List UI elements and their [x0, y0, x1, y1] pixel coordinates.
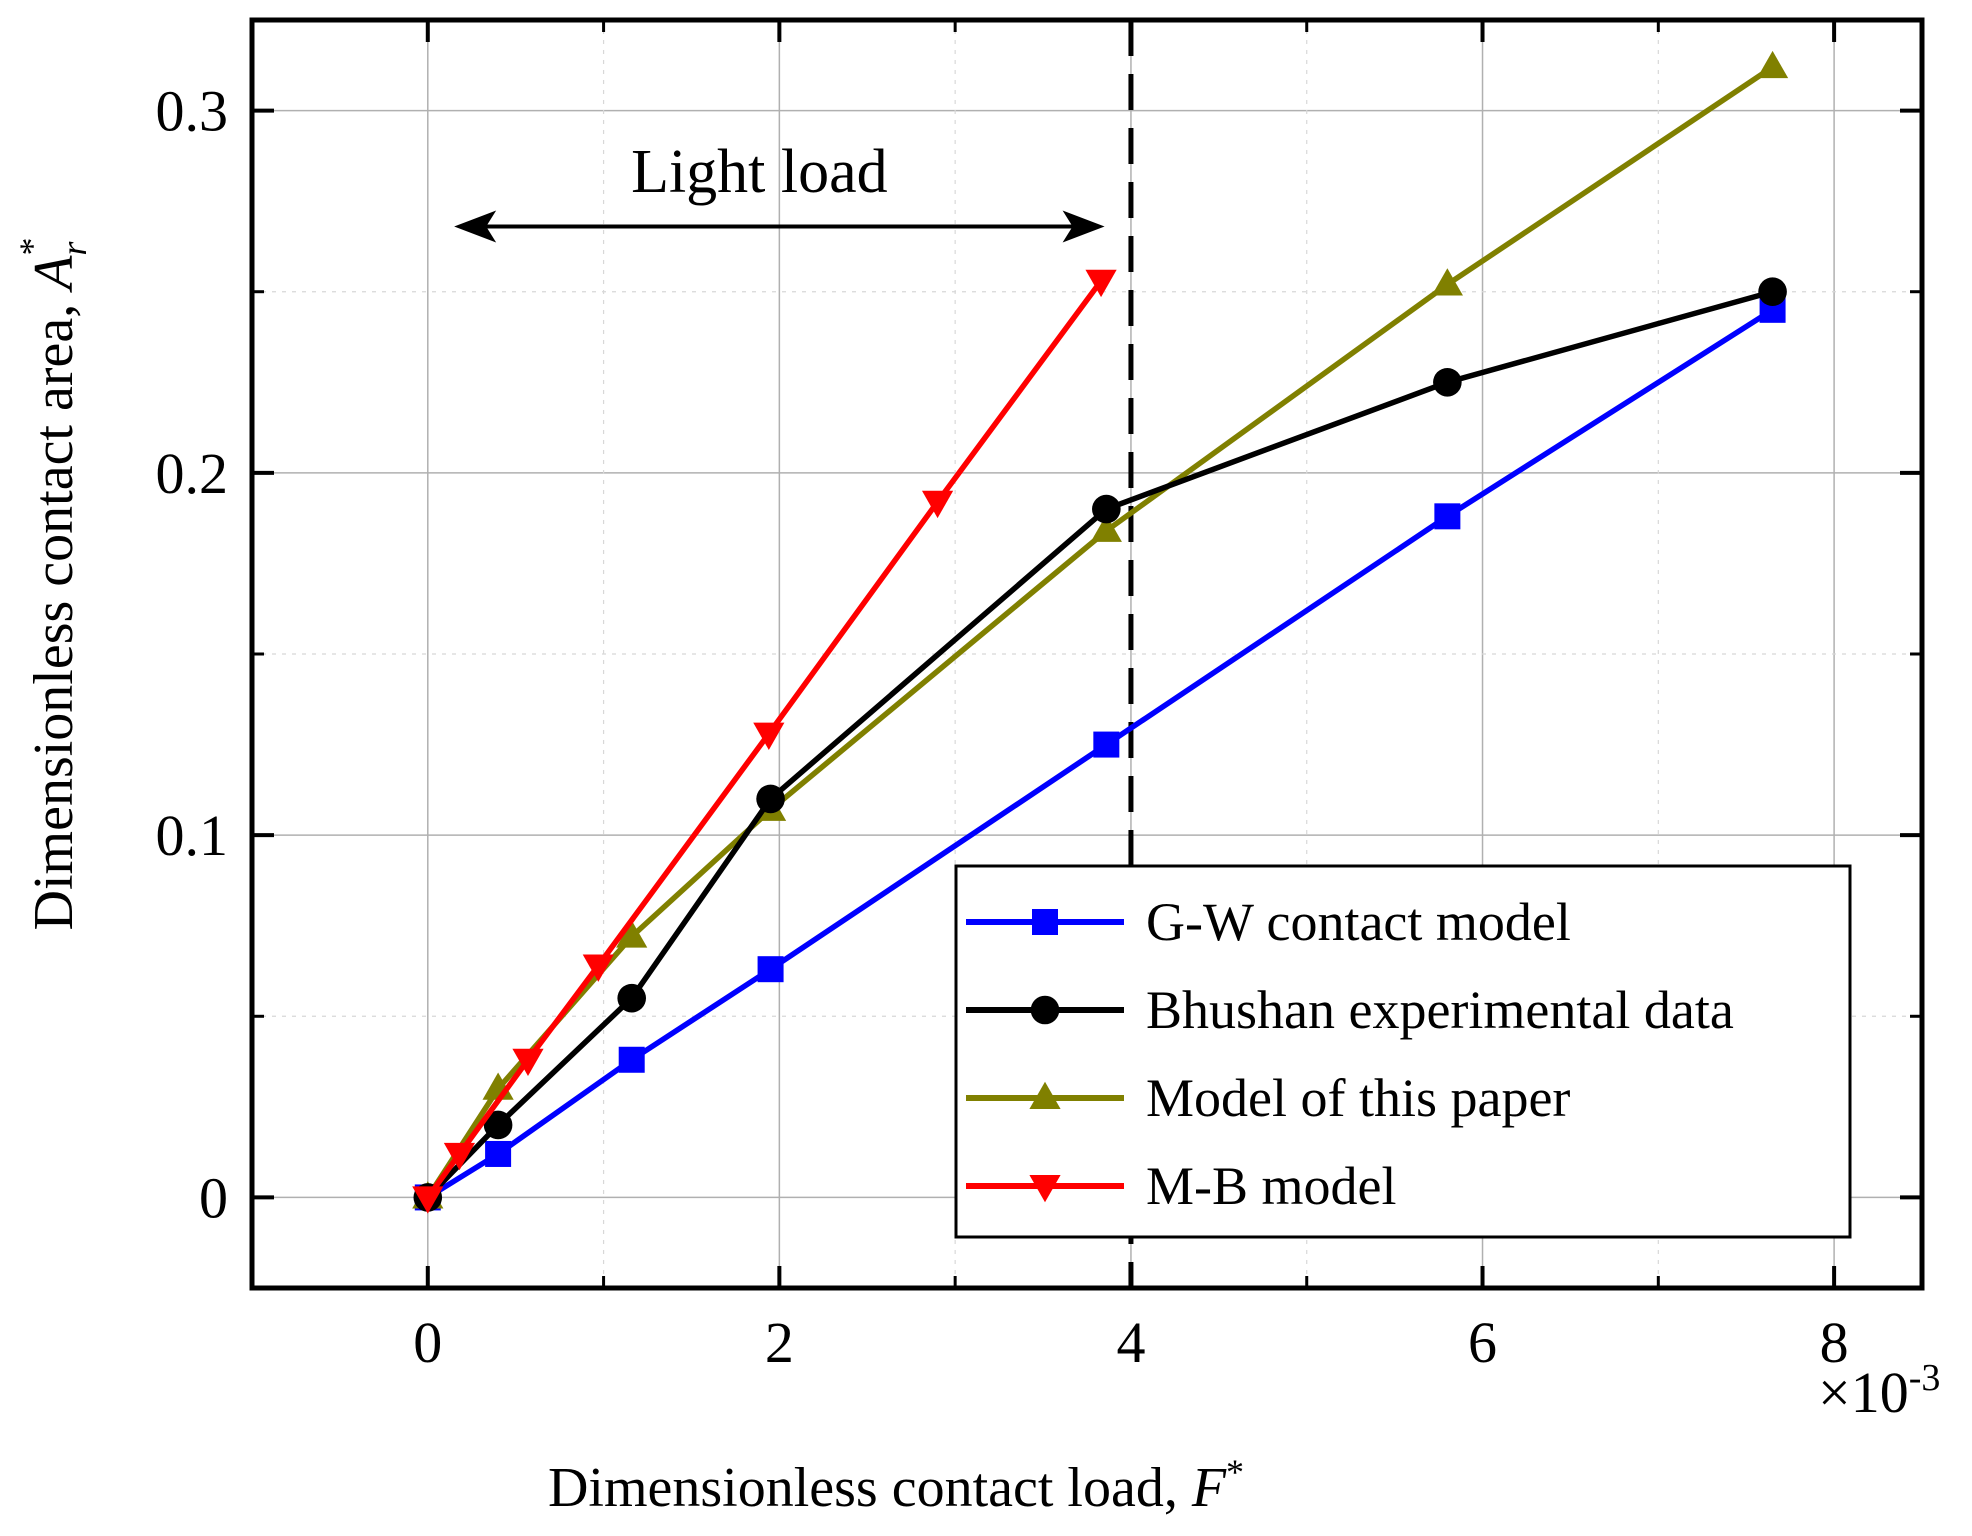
x-tick-label: 8	[1820, 1310, 1849, 1375]
data-point-model-of-this-paper	[1431, 268, 1463, 296]
arrow-head-right	[1062, 210, 1105, 243]
data-point-m-b-model	[412, 1186, 444, 1214]
data-point-model-of-this-paper	[1756, 50, 1789, 79]
data-point-bhushan-experimental-data	[1433, 367, 1462, 397]
series-lines	[412, 50, 1789, 1214]
legend-item-model-of-this-paper: Model of this paper	[966, 1068, 1570, 1128]
data-point-model-of-this-paper	[1090, 514, 1122, 542]
legend-box	[954, 864, 1852, 1239]
legend-item-m-b-model: M-B model	[966, 1156, 1397, 1216]
series-m-b-model	[412, 269, 1117, 1214]
legend-swatch-marker	[1029, 1174, 1061, 1203]
x-axis-title: Dimensionless contact load, F*	[548, 1452, 1244, 1519]
arrow-head-left	[454, 210, 497, 243]
legend-swatch-marker	[1032, 909, 1058, 935]
tick-labels: 0 2 4 6 8 0 0.1 0.2 0.3	[156, 79, 1849, 1375]
light-load-label: Light load	[631, 138, 888, 206]
y-tick-label: 0	[199, 1165, 228, 1230]
light-load-annotation: Light load	[454, 138, 1105, 243]
data-point-m-b-model	[443, 1142, 476, 1171]
data-point-m-b-model	[753, 722, 785, 750]
data-point-bhushan-experimental-data	[1092, 494, 1121, 524]
data-point-m-b-model	[921, 490, 954, 519]
legend-swatch-marker	[1030, 995, 1060, 1025]
x-tick-label: 2	[765, 1310, 794, 1375]
plot-frame	[249, 17, 1925, 1291]
data-point-m-b-model	[582, 954, 614, 982]
data-point-g-w-contact-model	[1093, 731, 1120, 758]
data-point-bhushan-experimental-data	[483, 1110, 513, 1140]
data-point-m-b-model	[512, 1048, 544, 1077]
y-tick-label: 0.3	[156, 79, 229, 144]
data-point-m-b-model	[1085, 269, 1117, 298]
legend-swatch-marker	[1029, 1081, 1061, 1110]
legend-label: G-W contact model	[1146, 892, 1571, 952]
legend-item-bhushan-experimental-data: Bhushan experimental data	[966, 980, 1734, 1040]
data-point-model-of-this-paper	[616, 920, 648, 948]
data-point-g-w-contact-model	[757, 956, 784, 983]
legend: G-W contact model Bhushan experimental da…	[954, 864, 1852, 1239]
y-tick-label: 0.1	[156, 803, 229, 868]
legend-label: Model of this paper	[1146, 1068, 1570, 1128]
data-point-g-w-contact-model	[485, 1140, 512, 1167]
data-point-g-w-contact-model	[1434, 503, 1461, 530]
y-tick-label: 0.2	[156, 441, 229, 506]
x-tick-label: 0	[413, 1310, 442, 1375]
data-point-bhushan-experimental-data	[1758, 277, 1787, 307]
legend-label: Bhushan experimental data	[1146, 980, 1734, 1040]
x-axis-scale-factor: ×10-3	[1818, 1357, 1940, 1425]
data-point-bhushan-experimental-data	[756, 784, 785, 814]
data-point-bhushan-experimental-data	[617, 983, 647, 1013]
legend-label: M-B model	[1146, 1156, 1397, 1216]
data-point-g-w-contact-model	[618, 1046, 645, 1073]
legend-item-g-w-contact-model: G-W contact model	[966, 892, 1571, 952]
y-axis-title: Dimensionless contact area, Ar*	[12, 238, 94, 931]
x-tick-label: 4	[1116, 1310, 1145, 1375]
x-tick-label: 6	[1468, 1310, 1497, 1375]
